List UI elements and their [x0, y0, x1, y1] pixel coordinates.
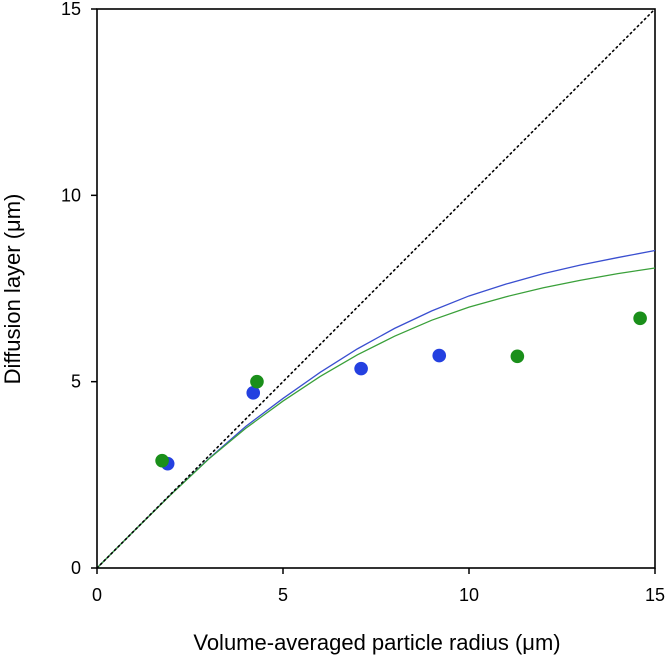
x-tick-label: 0: [92, 585, 102, 605]
data-point-series-1: [510, 349, 525, 364]
fit-curve-2: [96, 249, 656, 569]
x-axis: 0 5 10 15: [92, 568, 665, 605]
y-tick-label: 0: [71, 558, 81, 578]
data-point-series-1: [633, 311, 647, 326]
x-tick-label: 15: [645, 585, 665, 605]
y-tick-label: 10: [61, 185, 81, 205]
data-point-series-0: [354, 361, 368, 376]
x-tick-label: 10: [459, 585, 479, 605]
chart-marks: [96, 8, 656, 569]
plot-area: [96, 8, 656, 569]
y-tick-label: 15: [61, 0, 81, 19]
x-axis-label: Volume-averaged particle radius (μm): [193, 630, 560, 655]
data-point-series-1: [155, 453, 169, 468]
plot-frame: [96, 8, 656, 569]
data-point-series-0: [246, 386, 261, 400]
y-axis-label: Diffusion layer (μm): [0, 194, 25, 385]
fit-curve-3: [96, 267, 656, 569]
y-axis: 0 5 10 15: [61, 0, 97, 578]
data-point-series-0: [432, 348, 447, 363]
identity-line: [96, 8, 656, 569]
x-tick-label: 5: [278, 585, 288, 605]
y-tick-label: 5: [71, 372, 81, 392]
data-point-series-1: [250, 374, 264, 389]
